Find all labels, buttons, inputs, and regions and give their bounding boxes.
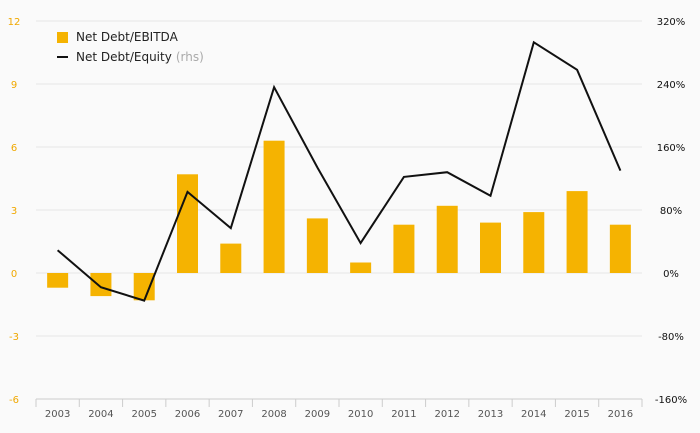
legend-item-line: Net Debt/Equity (rhs) (57, 47, 204, 67)
bar (480, 222, 501, 273)
bar (220, 243, 242, 273)
bar (133, 273, 155, 301)
bar (350, 262, 372, 273)
right-tick-label: 160% (657, 143, 686, 154)
legend-swatch-line (57, 56, 68, 58)
bar (47, 273, 69, 288)
x-tick-label: 2015 (564, 409, 589, 420)
x-tick-label: 2010 (348, 409, 373, 420)
left-tick-label: 6 (11, 143, 17, 154)
right-tick-label: -80% (658, 332, 684, 343)
bar (177, 174, 198, 273)
x-tick-label: 2009 (305, 409, 330, 420)
legend-swatch-bar (57, 31, 68, 43)
legend: Net Debt/EBITDA Net Debt/Equity (rhs) (57, 27, 204, 67)
x-tick-label: 2007 (218, 409, 243, 420)
right-axis: -160% -80% 0% 80% 160% 240% 320% (655, 17, 687, 406)
right-tick-label: 80% (660, 206, 682, 217)
x-tick-label: 2006 (175, 409, 200, 420)
x-tick-label: 2013 (478, 409, 503, 420)
bar (609, 224, 631, 273)
legend-label-bar: Net Debt/EBITDA (76, 30, 178, 44)
x-tick-label: 2008 (261, 409, 286, 420)
bar (436, 205, 458, 273)
legend-rhs-note: (rhs) (175, 50, 204, 64)
x-tick-label: 2004 (88, 409, 113, 420)
left-tick-label: 9 (11, 80, 17, 91)
gridlines (36, 20, 642, 337)
x-tick-label: 2005 (131, 409, 156, 420)
x-tick-label: 2011 (391, 409, 416, 420)
bar (90, 273, 112, 297)
left-tick-label: 12 (8, 17, 21, 28)
line-series (56, 40, 622, 302)
bar (306, 218, 328, 273)
left-tick-label: -3 (9, 332, 19, 343)
x-tick-label: 2014 (521, 409, 546, 420)
bar (393, 224, 415, 273)
right-tick-label: 320% (657, 17, 686, 28)
x-tick-label: 2012 (434, 409, 459, 420)
left-tick-label: -6 (9, 395, 19, 406)
x-axis: 2003 2004 2005 2006 2007 2008 2009 2010 2011 2012… (35, 398, 643, 420)
right-tick-label: 240% (657, 80, 686, 91)
x-tick-label: 2016 (608, 409, 633, 420)
right-tick-label: -160% (655, 395, 687, 406)
left-tick-label: 0 (11, 269, 17, 280)
right-tick-label: 0% (663, 269, 679, 280)
bar (566, 191, 588, 273)
bar (263, 140, 285, 273)
bar-series (47, 140, 631, 301)
x-tick-label: 2003 (45, 409, 70, 420)
legend-label-line: Net Debt/Equity (76, 50, 172, 64)
legend-item-bar: Net Debt/EBITDA (57, 27, 204, 47)
left-axis: -6 -3 0 3 6 9 12 (8, 17, 21, 406)
series-line (56, 40, 622, 302)
left-tick-label: 3 (11, 206, 17, 217)
bar (523, 212, 545, 273)
